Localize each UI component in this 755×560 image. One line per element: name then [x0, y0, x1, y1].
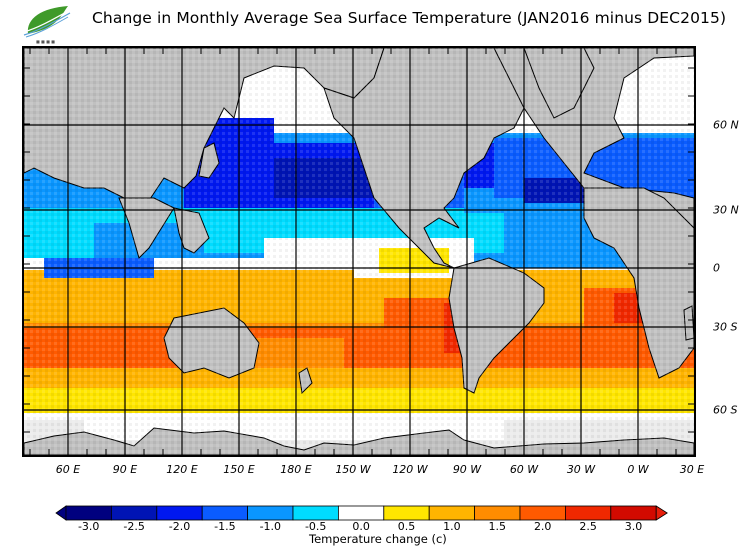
colorbar-tick-label: -2.0	[168, 520, 191, 533]
colorbar-segment	[247, 505, 294, 521]
longitude-label: 60 E	[55, 463, 81, 476]
latitude-label: 60 N	[713, 118, 739, 132]
colorbar-tick-label: -1.0	[259, 520, 282, 533]
colorbar	[55, 505, 668, 521]
colorbar-tick-label: -2.5	[123, 520, 145, 533]
colorbar-segment	[383, 505, 430, 521]
colorbar-segment	[474, 505, 521, 521]
colorbar-under-arrow	[55, 505, 67, 521]
colorbar-tick-label: -3.0	[77, 520, 100, 533]
colorbar-segment	[292, 505, 339, 521]
latitude-label: 60 S	[713, 403, 738, 417]
longitude-label: 60 W	[509, 463, 539, 476]
colorbar-segment	[337, 505, 385, 521]
colorbar-segment	[65, 505, 112, 521]
longitude-label: 180 E	[280, 463, 312, 476]
colorbar-segment	[564, 505, 612, 521]
longitude-label: 30 W	[566, 463, 596, 476]
colorbar-segment	[201, 505, 248, 521]
colorbar-tick-label: -1.5	[214, 520, 236, 533]
longitude-label: 150 W	[335, 463, 371, 476]
colorbar-tick-label: -0.5	[304, 520, 327, 533]
colorbar-segment	[428, 505, 476, 521]
colorbar-title: Temperature change (c)	[309, 532, 447, 546]
longitude-label: 120 E	[166, 463, 198, 476]
texture-overlay	[24, 48, 694, 455]
sst-map	[22, 46, 696, 457]
chart-title: Change in Monthly Average Sea Surface Te…	[92, 9, 727, 27]
colorbar-tick-label: 0.0	[352, 520, 370, 533]
latitude-label: 30 N	[713, 203, 739, 217]
latitude-label: 30 S	[713, 320, 738, 334]
colorbar-segment	[519, 505, 566, 521]
longitude-label: 90 E	[112, 463, 138, 476]
sst-map-canvas	[24, 48, 694, 455]
colorbar-segment	[111, 505, 158, 521]
longitude-label: 90 W	[452, 463, 482, 476]
colorbar-tick-label: 1.5	[488, 520, 507, 533]
logo-caption: ■ ■ ■ ■	[36, 39, 55, 44]
leaf-wave-logo-icon: ■ ■ ■ ■	[23, 6, 71, 44]
longitude-label: 120 W	[392, 463, 428, 476]
colorbar-tick-label: 2.0	[533, 520, 552, 533]
latitude-label: 0	[713, 261, 720, 275]
colorbar-tick-label: 0.5	[397, 520, 416, 533]
colorbar-tick-label: 1.0	[443, 520, 461, 533]
colorbar-tick-label: 2.5	[579, 520, 597, 533]
colorbar-over-arrow	[655, 505, 668, 521]
longitude-label: 30 E	[679, 463, 705, 476]
colorbar-segment	[610, 505, 657, 521]
longitude-label: 150 E	[223, 463, 255, 476]
colorbar-segment	[156, 505, 203, 521]
colorbar-tick-label: 3.0	[624, 520, 643, 533]
longitude-label: 0 W	[627, 463, 649, 476]
